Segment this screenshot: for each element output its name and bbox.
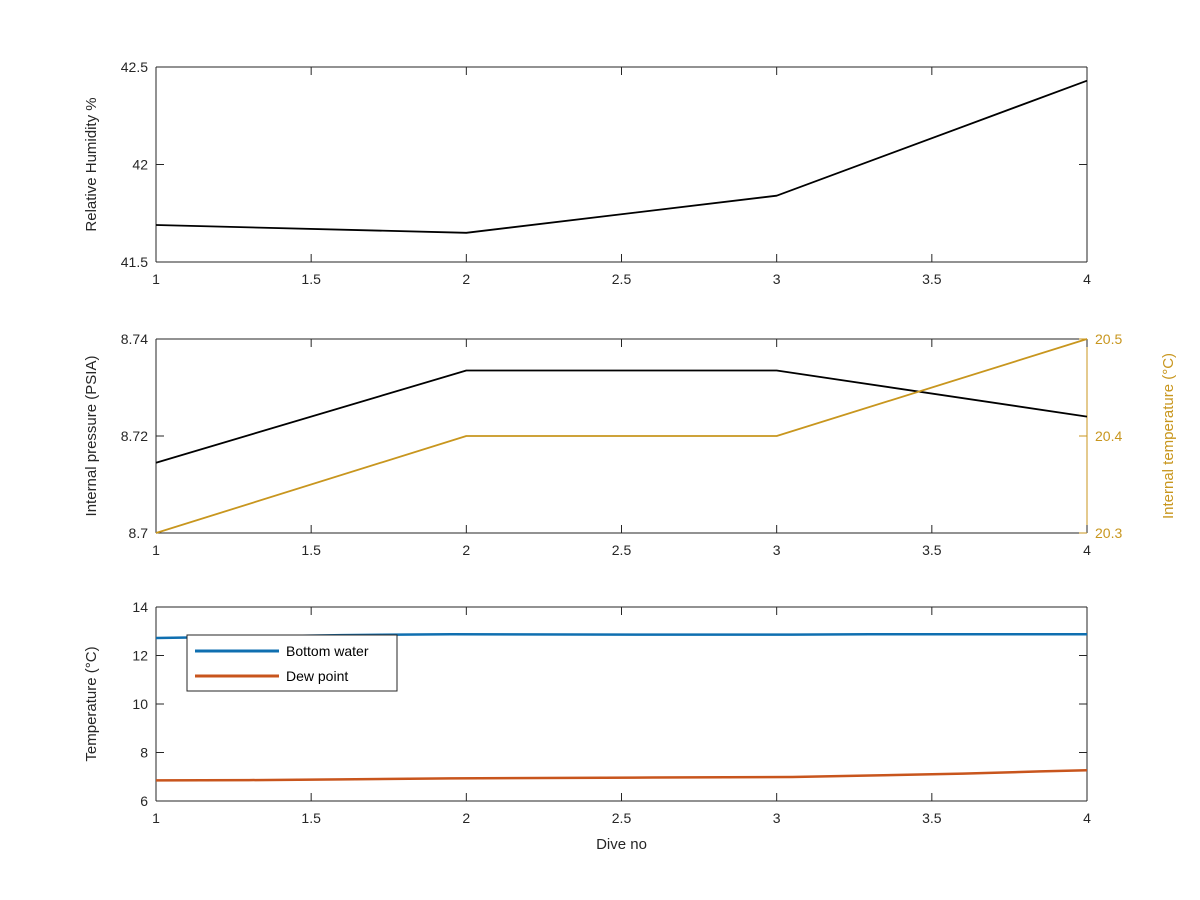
x-tick-label: 3.5 — [922, 810, 942, 826]
x-tick-label: 4 — [1083, 810, 1091, 826]
chart-3: 1 1.5 2 2.5 3 3.5 4 6 8 10 12 14 Temperature (°C) Div… — [83, 599, 1091, 853]
series-line-1 — [155, 79, 1088, 234]
x-tick-label: 3 — [773, 810, 781, 826]
x-tick-label: 2.5 — [612, 271, 632, 287]
x-tick-label: 1.5 — [301, 271, 321, 287]
y-tick-label: 6 — [140, 793, 148, 809]
x-tick-label: 2 — [462, 542, 470, 558]
y-tick-label: 14 — [132, 599, 148, 615]
y-tick-label: 8 — [140, 745, 148, 761]
x-tick-label: 3.5 — [922, 542, 942, 558]
x-tick-label: 2 — [462, 271, 470, 287]
chart-1: 1 1.5 2 2.5 3 3.5 4 41.5 42 42.5 Relative Humidity… — [83, 59, 1091, 287]
legend: Bottom water Dew point — [186, 634, 398, 692]
y-axis-label: Temperature (°C) — [83, 646, 100, 761]
y-tick-label-right: 20.5 — [1095, 331, 1122, 347]
x-tick-label: 1 — [152, 810, 160, 826]
series-line-dew-point — [155, 768, 1088, 782]
x-axis-label: Dive no — [596, 836, 647, 853]
y-axis-label: Relative Humidity % — [83, 97, 100, 231]
x-tick-label: 1 — [152, 542, 160, 558]
x-tick-label: 3.5 — [922, 271, 942, 287]
y-axis-label-right: Internal temperature (°C) — [1160, 353, 1177, 519]
legend-box — [186, 634, 398, 692]
y-tick-label: 41.5 — [121, 254, 148, 270]
x-tick-label: 3 — [773, 542, 781, 558]
x-tick-label: 4 — [1083, 542, 1091, 558]
y-tick-label: 8.72 — [121, 428, 148, 444]
legend-label: Bottom water — [286, 643, 369, 659]
x-tick-label: 4 — [1083, 271, 1091, 287]
y-tick-label: 10 — [132, 696, 148, 712]
y-axis-label: Internal pressure (PSIA) — [83, 356, 100, 517]
chart-2: 1 1.5 2 2.5 3 3.5 4 8.7 8.72 8.74 20.3 20.4 20.5 Inte… — [83, 331, 1177, 558]
x-tick-label: 2.5 — [612, 810, 632, 826]
y-tick-label-right: 20.3 — [1095, 525, 1122, 541]
x-tick-label: 1.5 — [301, 542, 321, 558]
x-tick-label: 3 — [773, 271, 781, 287]
x-tick-label: 1.5 — [301, 810, 321, 826]
y-tick-label-right: 20.4 — [1095, 428, 1122, 444]
series-line-1 — [155, 369, 1088, 464]
y-tick-label: 8.74 — [121, 331, 148, 347]
x-tick-label: 2.5 — [612, 542, 632, 558]
y-tick-label: 12 — [132, 648, 148, 664]
y-tick-label: 42 — [132, 157, 148, 173]
y-tick-label: 42.5 — [121, 59, 148, 75]
x-tick-label: 1 — [152, 271, 160, 287]
x-tick-label: 2 — [462, 810, 470, 826]
legend-label: Dew point — [286, 668, 348, 684]
series-line-2 — [155, 338, 1088, 534]
y-tick-label: 8.7 — [129, 525, 149, 541]
